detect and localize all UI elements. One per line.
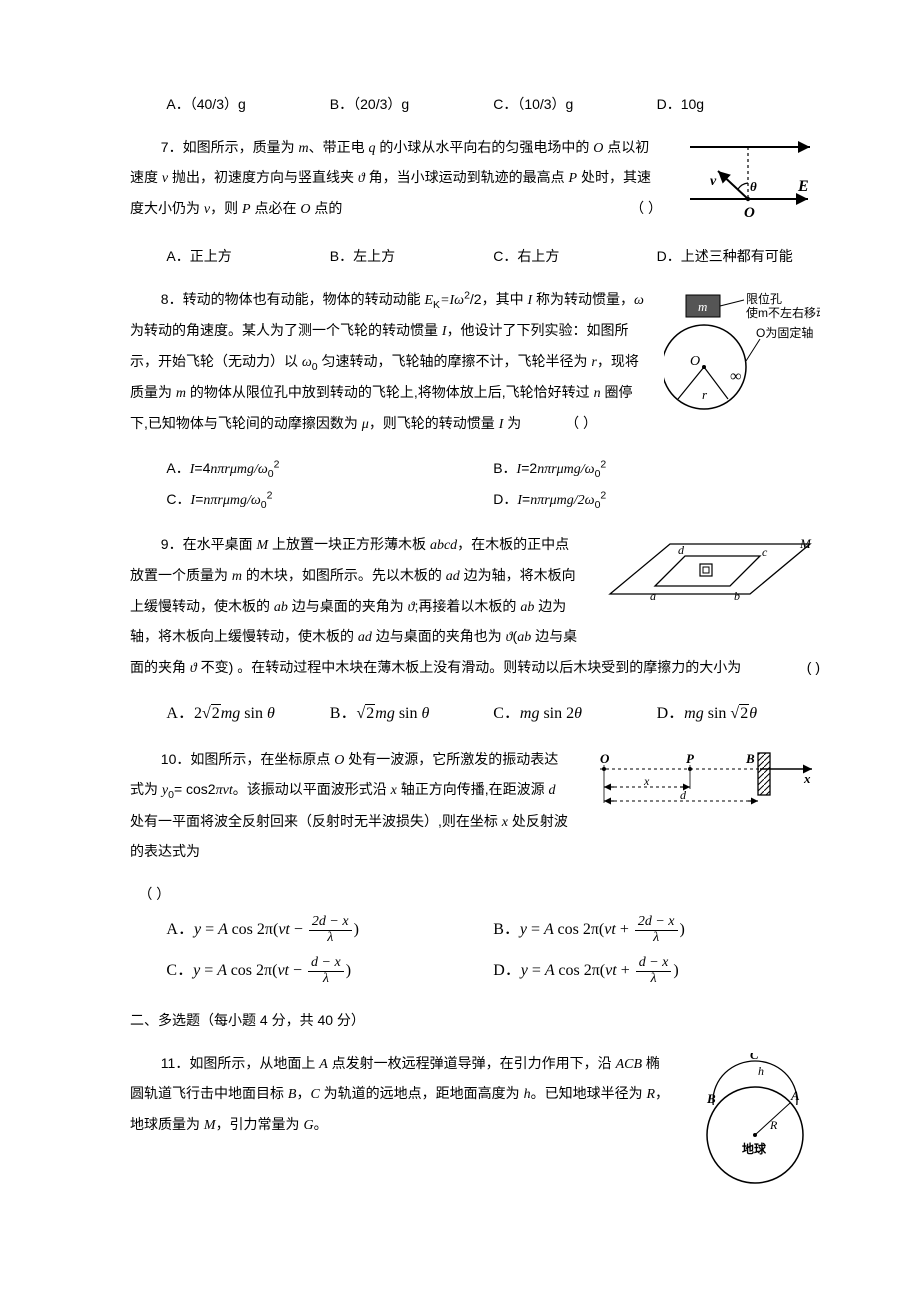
q8-choice-d: D．I=nπrμmg/2ω02 xyxy=(493,485,820,516)
svg-text:使m不左右移动: 使m不左右移动 xyxy=(746,305,820,320)
svg-text:B: B xyxy=(706,1091,716,1106)
svg-text:c: c xyxy=(762,545,768,559)
svg-text:O: O xyxy=(600,751,610,766)
q10-choice-a: A．y = A cos 2π(νt − 2d − xλ) xyxy=(166,909,493,951)
svg-text:E: E xyxy=(797,178,809,195)
q6-choice-b: B．（20/3）g xyxy=(330,90,493,119)
svg-text:R: R xyxy=(769,1118,778,1132)
svg-text:地球: 地球 xyxy=(742,1141,767,1156)
q7-choice-c: C．右上方 xyxy=(493,242,656,271)
svg-text:d: d xyxy=(680,788,687,802)
q11: R A B C h 地球 11．如图所示，从地面上 A 点发射一枚远程弹道导弹，… xyxy=(130,1049,820,1207)
svg-text:θ: θ xyxy=(750,179,757,194)
q11-figure: R A B C h 地球 xyxy=(690,1053,820,1203)
q7-choice-a: A．正上方 xyxy=(166,242,329,271)
q9-choice-c: C．mg sin 2θ xyxy=(493,698,656,731)
q7-figure: E v θ O xyxy=(680,137,820,239)
svg-text:O: O xyxy=(690,354,700,369)
svg-text:O: O xyxy=(744,205,755,221)
svg-text:C: C xyxy=(750,1053,759,1062)
q9-choice-a: A．22mg sin θ xyxy=(166,698,329,731)
svg-text:x: x xyxy=(643,774,650,788)
q6-choices: A．（40/3）g B．（20/3）g C．（10/3）g D．10g xyxy=(166,90,820,119)
q8-figure: m 限位孔 使m不左右移动 O r O为固定轴 ∞ xyxy=(664,289,820,429)
q6-choice-c: C．（10/3）g xyxy=(493,90,656,119)
q8-paren: （ ） xyxy=(565,415,597,431)
svg-text:a: a xyxy=(650,589,656,603)
svg-text:b: b xyxy=(734,589,740,603)
svg-text:P: P xyxy=(686,751,695,766)
svg-text:M: M xyxy=(799,536,812,551)
q9-paren: ( ) xyxy=(776,653,820,682)
q10-figure: O P B x x d xyxy=(590,749,820,829)
q7-choice-d: D．上述三种都有可能 xyxy=(657,242,820,271)
svg-text:x: x xyxy=(803,771,811,786)
section-2-title: 二、多选题（每小题 4 分，共 40 分） xyxy=(130,1006,820,1035)
svg-text:h: h xyxy=(758,1064,764,1078)
q10-choices: A．y = A cos 2π(νt − 2d − xλ) B．y = A cos… xyxy=(166,909,820,992)
svg-text:O为固定轴: O为固定轴 xyxy=(756,325,813,340)
q10-choice-b: B．y = A cos 2π(νt + 2d − xλ) xyxy=(493,909,820,951)
q9: a b c d M 9．在水平桌面 M 上放置一块正方形薄木板 abcd，在木板… xyxy=(130,530,820,730)
q10-choice-c: C．y = A cos 2π(νt − d − xλ) xyxy=(166,950,493,992)
svg-text:A: A xyxy=(790,1088,800,1103)
svg-text:r: r xyxy=(702,387,708,402)
q9-choice-d: D．mg sin 2θ xyxy=(657,698,820,731)
q7-choice-b: B．左上方 xyxy=(330,242,493,271)
q8-choices: A．I=4nπrμmg/ω02 B．I=2nπrμmg/ω02 C．I=nπrμ… xyxy=(166,454,820,517)
svg-text:B: B xyxy=(745,751,755,766)
q7-paren: （ ） xyxy=(599,194,662,223)
q8: m 限位孔 使m不左右移动 O r O为固定轴 ∞ 8．转动的物体也有动能，物体… xyxy=(130,285,820,516)
q8-choice-a: A．I=4nπrμmg/ω02 xyxy=(166,454,493,485)
q9-choices: A．22mg sin θ B．2mg sin θ C．mg sin 2θ D．m… xyxy=(166,698,820,731)
q6-choice-a: A．（40/3）g xyxy=(166,90,329,119)
q10-paren: （ ） xyxy=(138,880,820,909)
svg-text:m: m xyxy=(698,299,707,314)
svg-text:∞: ∞ xyxy=(730,368,741,385)
q10-choice-d: D．y = A cos 2π(νt + d − xλ) xyxy=(493,950,820,992)
q8-choice-b: B．I=2nπrμmg/ω02 xyxy=(493,454,820,485)
q9-figure: a b c d M xyxy=(600,534,820,624)
q9-choice-b: B．2mg sin θ xyxy=(330,698,493,731)
q7-choices: A．正上方 B．左上方 C．右上方 D．上述三种都有可能 xyxy=(166,242,820,271)
q6-choice-d: D．10g xyxy=(657,90,820,119)
q10: O P B x x d 10．如图所示，在坐标原点 O 处有一波源，它所激发的振… xyxy=(130,745,820,992)
svg-text:限位孔: 限位孔 xyxy=(746,291,782,306)
svg-text:v: v xyxy=(710,174,717,189)
q7: E v θ O 7．如图所示，质量为 m、带正电 q 的小球从水平向右的匀强电场… xyxy=(130,133,820,271)
svg-text:d: d xyxy=(678,543,685,557)
q8-choice-c: C．I=nπrμmg/ω02 xyxy=(166,485,493,516)
